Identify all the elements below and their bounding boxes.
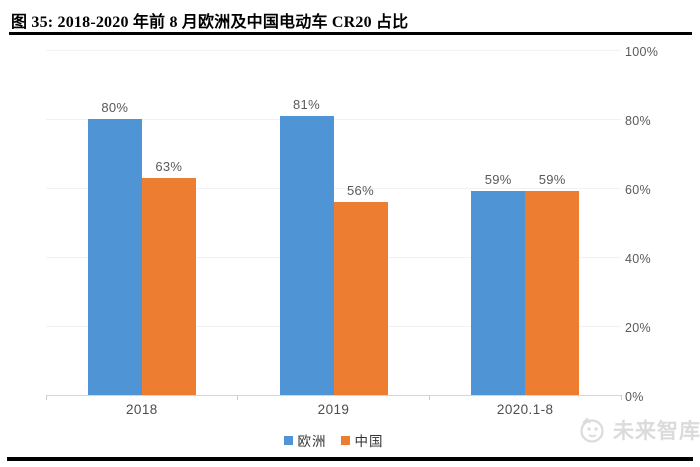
grid-line [46, 49, 621, 51]
bar-value-label: 59% [538, 172, 566, 188]
category-tick [428, 395, 430, 400]
bar-europe [471, 191, 526, 395]
bar-value-label: 81% [293, 96, 320, 112]
bar-china [525, 191, 580, 395]
bar-china [333, 201, 388, 395]
y-tick-label: 20% [625, 321, 651, 335]
category-tick [237, 395, 239, 400]
y-tick-label: 100% [625, 45, 659, 59]
legend-item: 欧洲 [283, 430, 327, 450]
figure-title: 图 35: 2018-2020 年前 8 月欧洲及中国电动车 CR20 占比 [11, 14, 409, 31]
chart-legend: 欧洲 中国 [46, 431, 621, 449]
category-tick [620, 395, 622, 400]
bar-value-label: 59% [484, 172, 512, 188]
x-tick-label: 2018 [126, 402, 158, 417]
x-tick-label: 2019 [317, 402, 350, 417]
legend-item: 中国 [340, 430, 384, 450]
bar-europe [279, 115, 334, 395]
bar-europe [87, 119, 142, 395]
x-tick-label: 2020.1-8 [496, 402, 554, 417]
watermark: 未来智库 [577, 415, 700, 445]
legend-swatch [340, 435, 350, 445]
grid-line [46, 187, 621, 189]
x-axis-line [46, 394, 621, 396]
bar-value-label: 80% [101, 100, 129, 115]
y-tick-label: 0% [625, 390, 644, 404]
bar-china [141, 177, 196, 395]
category-tick [45, 395, 47, 400]
legend-swatch [283, 435, 293, 445]
y-tick-label: 40% [625, 252, 651, 266]
watermark-text: 未来智库 [613, 420, 700, 443]
grid-line [46, 118, 621, 120]
legend-label: 中国 [354, 434, 384, 449]
y-tick-label: 80% [625, 114, 651, 128]
title-underline [9, 32, 692, 35]
legend-label: 欧洲 [297, 434, 327, 449]
bottom-divider [7, 457, 693, 461]
bar-value-label: 63% [155, 158, 183, 174]
y-tick-label: 60% [625, 183, 651, 197]
futurethinktank-logo-icon [580, 417, 604, 443]
bar-value-label: 56% [347, 182, 374, 198]
